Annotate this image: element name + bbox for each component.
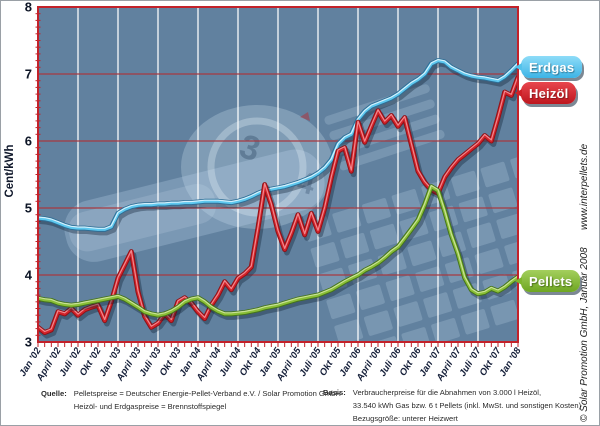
source-left-label: Quelle:: [41, 389, 67, 398]
y-axis-label: Cent/kWh: [4, 144, 16, 198]
y-tick-labels: 8 7 6 5 4 3: [25, 1, 33, 350]
svg-text:8: 8: [25, 1, 32, 15]
plot-border: [37, 6, 519, 343]
svg-text:3: 3: [25, 335, 32, 350]
legend-badge-pellets-label: Pellets: [529, 273, 573, 289]
svg-text:6: 6: [25, 134, 32, 149]
source-right-line3: Bezugsgröße: unterer Heizwert: [352, 414, 458, 423]
legend-badge-pellets: Pellets: [514, 270, 581, 292]
source-note-left: Quelle: Pelletspreise = Deutscher Energi…: [41, 387, 341, 413]
legend-badge-heizoel: Heizöl: [514, 82, 577, 104]
source-right-lines: Verbraucherpreise für die Abnahmen von 3…: [353, 386, 581, 425]
svg-text:Jan '08: Jan '08: [497, 345, 524, 378]
source-left-lines: Pelletspreise = Deutscher Energie-Pellet…: [74, 387, 341, 413]
source-note-right: Basis: Verbraucherpreise für die Abnahme…: [323, 386, 581, 425]
source-left-line1: Pelletspreise = Deutscher Energie-Pellet…: [73, 389, 341, 398]
series-lines: [38, 58, 518, 339]
legend-badge-heizoel-label: Heizöl: [529, 85, 569, 101]
svg-text:4: 4: [25, 268, 33, 283]
svg-text:5: 5: [25, 201, 32, 216]
legend-badge-erdgas: Erdgas: [514, 56, 583, 78]
source-right-line2: 33.540 kWh Gas bzw. 6 t Pellets (inkl. M…: [352, 401, 582, 410]
series-line-pellets: [38, 184, 518, 322]
series-line-erdgas: [38, 58, 518, 236]
svg-text:7: 7: [25, 67, 32, 82]
copyright-vertical: © Solar Promotion GmbH, Januar 2008: [579, 247, 590, 422]
source-right-label: Basis:: [323, 388, 346, 397]
legend-badge-erdgas-label: Erdgas: [529, 59, 575, 75]
source-right-line1: Verbraucherpreise für die Abnahmen von 3…: [352, 388, 542, 397]
website-url-vertical: www.interpellets.de: [579, 143, 590, 230]
source-left-line2: Heizöl- und Erdgaspreise = Brennstoffspi…: [73, 402, 227, 411]
